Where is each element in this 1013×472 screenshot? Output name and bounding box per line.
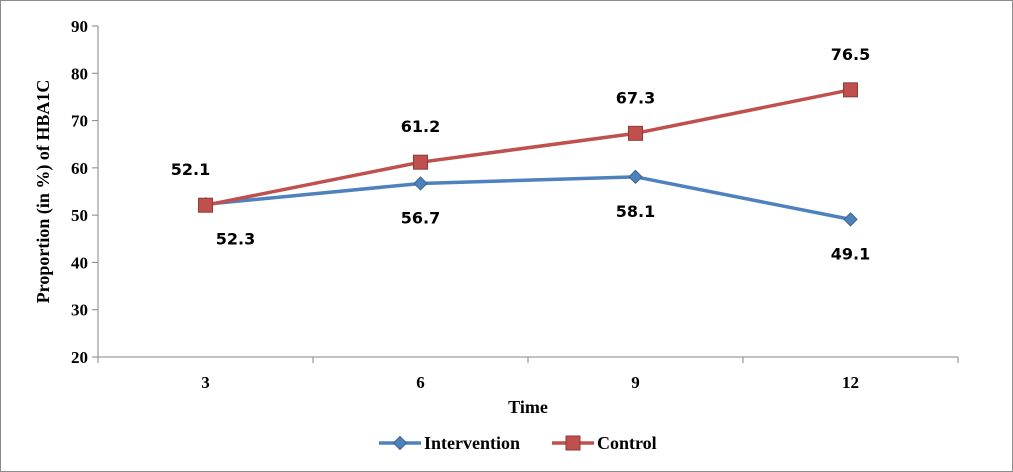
y-axis-title: Proportion (in %) of HBA1C [33, 80, 54, 304]
axes: 20 30 40 50 60 70 80 90 3 6 9 12 [71, 17, 959, 392]
x-tick-label: 3 [201, 373, 210, 392]
y-tick-label: 20 [71, 348, 88, 367]
legend-label: Control [597, 433, 657, 453]
x-axis-title: Time [508, 397, 548, 417]
data-point-control [198, 197, 213, 213]
series-control [198, 82, 858, 213]
series-intervention [198, 169, 858, 227]
data-label-control: 61.2 [401, 117, 440, 136]
series-layer [198, 82, 858, 227]
data-point-intervention [843, 212, 858, 227]
series-line-control [205, 88, 851, 207]
legend-label: Intervention [424, 433, 520, 453]
x-tick-label: 9 [631, 373, 640, 392]
y-tick-label: 50 [71, 206, 88, 225]
legend-item-control: Control [552, 433, 657, 453]
data-point-control [413, 154, 428, 170]
data-point-control [628, 125, 643, 141]
x-tick-label: 12 [842, 373, 859, 392]
data-point-intervention [413, 176, 428, 191]
y-tick-label: 30 [71, 301, 88, 320]
y-tick-label: 90 [71, 17, 88, 36]
legend: Intervention Control [379, 433, 657, 453]
y-tick-label: 80 [71, 64, 88, 83]
data-label-intervention: 58.1 [616, 202, 655, 221]
data-label-intervention: 52.3 [216, 229, 255, 248]
data-point-control [843, 82, 858, 98]
data-label-control: 76.5 [831, 45, 870, 64]
y-tick-label: 40 [71, 253, 88, 272]
series-line-intervention [205, 175, 851, 222]
data-labels: 52.3 56.7 58.1 49.1 52.1 61.2 67.3 76.5 [171, 45, 870, 264]
data-point-intervention [628, 169, 643, 185]
data-label-control: 52.1 [171, 160, 210, 179]
data-label-control: 67.3 [616, 88, 655, 107]
y-tick-label: 60 [71, 159, 88, 178]
x-tick-label: 6 [416, 373, 425, 392]
legend-item-intervention: Intervention [379, 433, 520, 453]
data-label-intervention: 49.1 [831, 244, 870, 263]
y-tick-label: 70 [71, 112, 88, 131]
legend-marker-control [565, 435, 581, 451]
data-label-intervention: 56.7 [401, 208, 440, 227]
legend-marker-intervention [392, 435, 408, 451]
